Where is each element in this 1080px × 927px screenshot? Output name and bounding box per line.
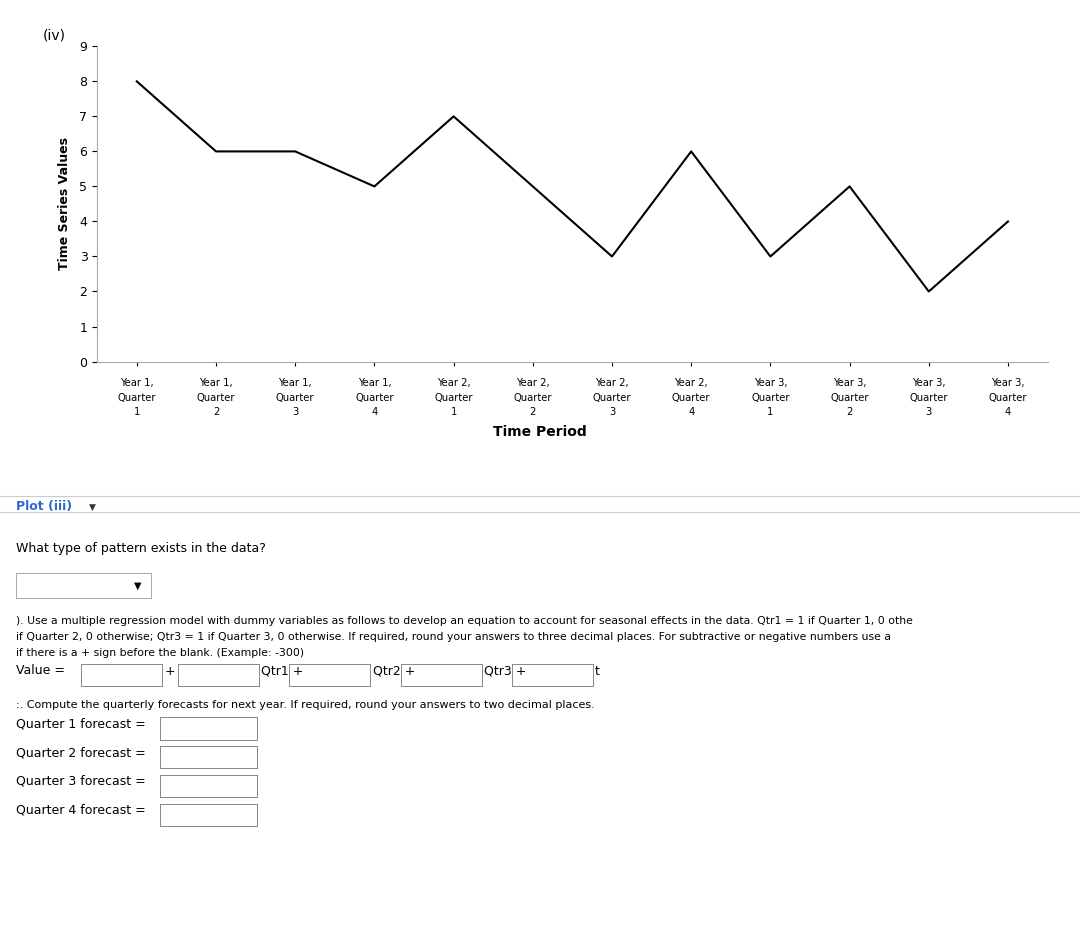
- Text: Quarter: Quarter: [593, 393, 631, 403]
- Text: 3: 3: [292, 407, 298, 417]
- Text: Quarter 2 forecast =: Quarter 2 forecast =: [16, 746, 146, 759]
- Text: Year 1,: Year 1,: [357, 378, 391, 388]
- Text: Qtr3 +: Qtr3 +: [484, 665, 526, 678]
- Text: 2: 2: [213, 407, 219, 417]
- Text: Qtr2 +: Qtr2 +: [373, 665, 415, 678]
- Text: ▼: ▼: [89, 502, 95, 512]
- Text: Quarter: Quarter: [118, 393, 156, 403]
- Text: t: t: [595, 665, 600, 678]
- Text: Quarter 1 forecast =: Quarter 1 forecast =: [16, 717, 146, 730]
- Text: Value =: Value =: [16, 664, 65, 677]
- Text: +: +: [164, 665, 175, 678]
- Text: ). Use a multiple regression model with dummy variables as follows to develop an: ). Use a multiple regression model with …: [16, 616, 913, 627]
- Text: Year 2,: Year 2,: [516, 378, 550, 388]
- Text: Quarter: Quarter: [752, 393, 789, 403]
- Text: 4: 4: [372, 407, 378, 417]
- Text: Year 3,: Year 3,: [754, 378, 787, 388]
- Text: Quarter: Quarter: [672, 393, 711, 403]
- Text: :. Compute the quarterly forecasts for next year. If required, round your answer: :. Compute the quarterly forecasts for n…: [16, 700, 595, 710]
- Text: 4: 4: [688, 407, 694, 417]
- Text: 2: 2: [529, 407, 536, 417]
- Text: if Quarter 2, 0 otherwise; Qtr3 = 1 if Quarter 3, 0 otherwise. If required, roun: if Quarter 2, 0 otherwise; Qtr3 = 1 if Q…: [16, 632, 891, 642]
- Text: Quarter: Quarter: [434, 393, 473, 403]
- Text: Year 2,: Year 2,: [674, 378, 708, 388]
- Text: Year 3,: Year 3,: [833, 378, 866, 388]
- Text: Year 2,: Year 2,: [595, 378, 629, 388]
- Text: 4: 4: [1004, 407, 1011, 417]
- Text: Year 1,: Year 1,: [279, 378, 312, 388]
- Text: Year 3,: Year 3,: [912, 378, 946, 388]
- Text: 1: 1: [767, 407, 773, 417]
- Text: 3: 3: [609, 407, 616, 417]
- Text: Year 2,: Year 2,: [436, 378, 471, 388]
- Text: Quarter 3 forecast =: Quarter 3 forecast =: [16, 775, 146, 788]
- Text: ▼: ▼: [134, 580, 141, 590]
- Text: Quarter: Quarter: [909, 393, 948, 403]
- Text: Qtr1 +: Qtr1 +: [261, 665, 303, 678]
- Text: 3: 3: [926, 407, 932, 417]
- Text: 1: 1: [450, 407, 457, 417]
- Text: Quarter 4 forecast =: Quarter 4 forecast =: [16, 804, 146, 817]
- Text: Year 3,: Year 3,: [991, 378, 1025, 388]
- Text: Quarter: Quarter: [989, 393, 1027, 403]
- Text: Plot (iii): Plot (iii): [16, 500, 72, 513]
- Text: Quarter: Quarter: [276, 393, 314, 403]
- Text: 2: 2: [847, 407, 853, 417]
- Text: Quarter: Quarter: [355, 393, 393, 403]
- Text: Quarter: Quarter: [514, 393, 552, 403]
- Text: (iv): (iv): [43, 29, 66, 43]
- Text: Year 1,: Year 1,: [120, 378, 153, 388]
- Text: What type of pattern exists in the data?: What type of pattern exists in the data?: [16, 542, 266, 555]
- Text: Time Period: Time Period: [494, 425, 586, 438]
- Text: if there is a + sign before the blank. (Example: -300): if there is a + sign before the blank. (…: [16, 648, 305, 658]
- Y-axis label: Time Series Values: Time Series Values: [58, 137, 71, 271]
- Text: Quarter: Quarter: [197, 393, 235, 403]
- Text: Year 1,: Year 1,: [199, 378, 233, 388]
- Text: Quarter: Quarter: [831, 393, 868, 403]
- Text: 1: 1: [134, 407, 140, 417]
